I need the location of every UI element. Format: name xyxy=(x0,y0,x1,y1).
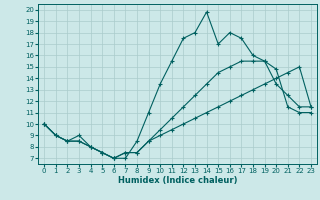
X-axis label: Humidex (Indice chaleur): Humidex (Indice chaleur) xyxy=(118,176,237,185)
